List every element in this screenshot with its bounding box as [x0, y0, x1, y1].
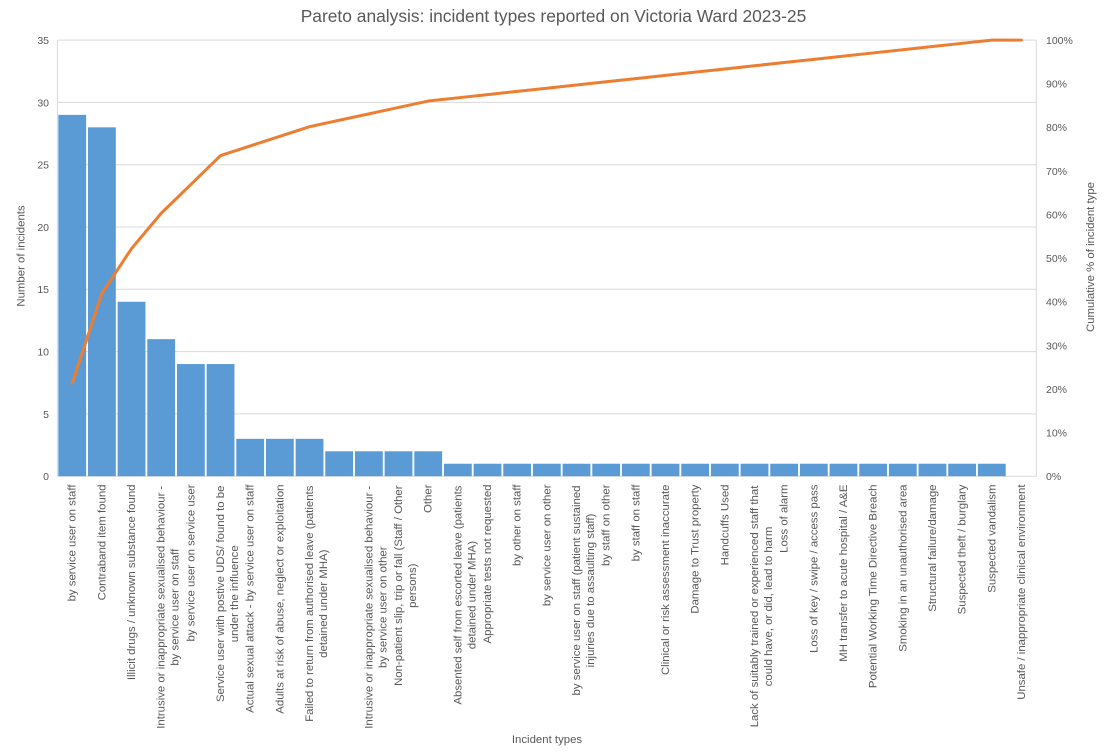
svg-text:90%: 90% [1046, 79, 1067, 91]
svg-text:Pareto analysis: incident type: Pareto analysis: incident types reported… [301, 6, 807, 26]
svg-text:80%: 80% [1046, 122, 1067, 134]
svg-text:Intrusive or inappropriate sex: Intrusive or inappropriate sexualised be… [156, 485, 168, 728]
svg-text:30%: 30% [1046, 340, 1067, 352]
svg-text:by staff on other: by staff on other [601, 484, 613, 566]
svg-text:35: 35 [37, 35, 49, 47]
svg-text:by staff on staff: by staff on staff [630, 484, 642, 562]
svg-text:Unsafe / inappropriate clinica: Unsafe / inappropriate clinical environm… [1016, 484, 1028, 700]
svg-text:Damage to Trust property: Damage to Trust property [690, 484, 702, 613]
svg-text:20: 20 [37, 222, 49, 234]
svg-text:MH transfer to acute hospital: MH transfer to acute hospital / A&E [838, 484, 850, 662]
svg-text:70%: 70% [1046, 166, 1067, 178]
svg-text:by service user on staff: by service user on staff [67, 484, 79, 602]
svg-text:30: 30 [37, 97, 49, 109]
svg-text:Number of incidents: Number of incidents [16, 205, 28, 307]
svg-text:Intrusive or inappropriate sex: Intrusive or inappropriate sexualised be… [363, 485, 375, 728]
svg-text:Cumulative % of incident type: Cumulative % of incident type [1085, 182, 1097, 332]
svg-text:Handcuffs Used: Handcuffs Used [719, 485, 731, 566]
svg-text:50%: 50% [1046, 253, 1067, 265]
svg-text:Absented self from escorted le: Absented self from escorted leave (patie… [452, 485, 464, 704]
svg-text:Lack of suitably trained or ex: Lack of suitably trained or experienced … [749, 485, 761, 728]
svg-text:Non-patient slip, trip or fall: Non-patient slip, trip or fall (Staff / … [393, 485, 405, 686]
svg-text:Other: Other [423, 484, 435, 513]
svg-text:Contraband item found: Contraband item found [96, 485, 108, 601]
svg-text:Potential Working Time Directi: Potential Working Time Directive Breach [868, 485, 880, 689]
svg-text:Failed to return from authoris: Failed to return from authorised leave (… [304, 485, 316, 721]
svg-text:Clinical or risk assessment in: Clinical or risk assessment inaccurate [660, 485, 672, 676]
svg-text:Adults at risk of abuse, negle: Adults at risk of abuse, neglect or expl… [274, 485, 286, 714]
svg-text:by service user on staff: by service user on staff [170, 548, 182, 666]
svg-text:Illicit drugs / unknown substa: Illicit drugs / unknown substance found [126, 485, 138, 681]
svg-text:Suspected vandalism: Suspected vandalism [986, 485, 998, 593]
svg-text:15: 15 [37, 284, 49, 296]
svg-text:by service user on other: by service user on other [377, 546, 389, 668]
svg-text:detained under MHA): detained under MHA) [318, 549, 330, 657]
svg-text:0: 0 [43, 471, 49, 483]
svg-text:by service user on other: by service user on other [541, 484, 553, 606]
svg-text:could have, or did, lead to ha: could have, or did, lead to harm [763, 527, 775, 687]
svg-text:by service user on staff (pati: by service user on staff (patient sustai… [571, 486, 583, 696]
svg-text:25: 25 [37, 160, 49, 172]
svg-text:by other on staff: by other on staff [512, 484, 524, 566]
svg-text:Suspected theft / burglary: Suspected theft / burglary [957, 484, 969, 614]
svg-text:100%: 100% [1046, 35, 1073, 47]
svg-text:Loss of key / swipe / access p: Loss of key / swipe / access pass [808, 484, 820, 653]
svg-text:persons): persons) [407, 563, 419, 608]
svg-text:Appropriate tests not requeste: Appropriate tests not requested [482, 485, 494, 644]
svg-text:injuries due to assaulting sta: injuries due to assaulting staff) [585, 513, 597, 667]
svg-text:10: 10 [37, 347, 49, 359]
svg-text:5: 5 [43, 409, 49, 421]
svg-text:Actual sexual attack - by serv: Actual sexual attack - by service user o… [245, 484, 257, 713]
svg-text:60%: 60% [1046, 209, 1067, 221]
svg-text:by service user on service use: by service user on service user [185, 484, 197, 641]
svg-text:20%: 20% [1046, 384, 1067, 396]
svg-text:Smoking in an unauthorised are: Smoking in an unauthorised area [897, 484, 909, 652]
svg-text:under the influence: under the influence [229, 545, 241, 642]
svg-text:Structural failure/damage: Structural failure/damage [927, 485, 939, 612]
svg-text:0%: 0% [1046, 471, 1061, 483]
svg-text:10%: 10% [1046, 427, 1067, 439]
svg-text:Loss of alarm: Loss of alarm [779, 485, 791, 553]
svg-text:40%: 40% [1046, 297, 1067, 309]
svg-text:detained under MHA): detained under MHA) [466, 541, 478, 649]
svg-text:Service user with postive UDS/: Service user with postive UDS/ found to … [215, 486, 227, 703]
svg-text:Incident types: Incident types [512, 734, 583, 746]
